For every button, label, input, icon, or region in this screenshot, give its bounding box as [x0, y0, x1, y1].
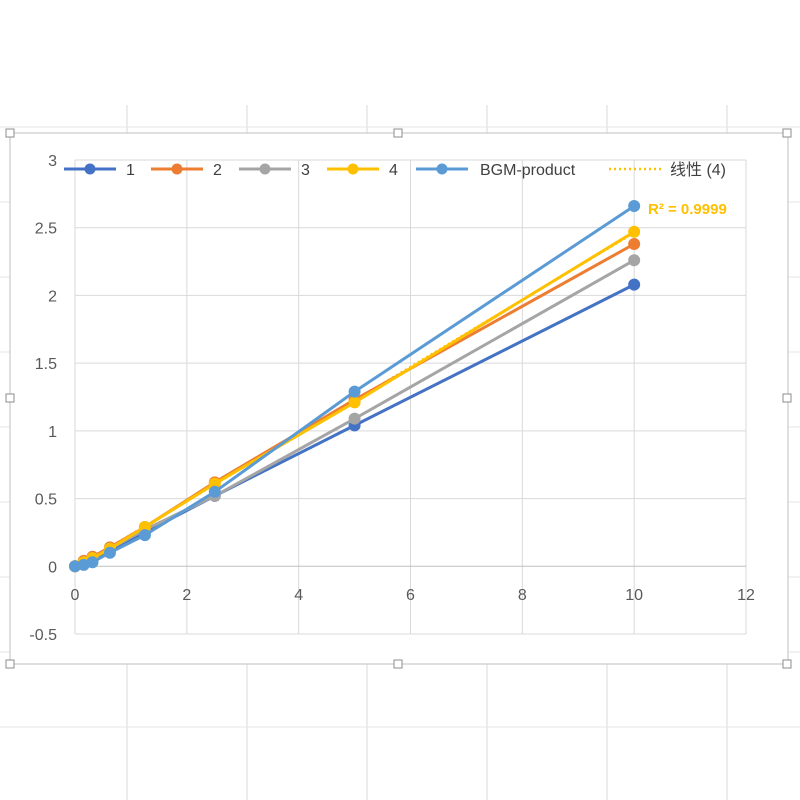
resize-handle[interactable] [5, 659, 15, 669]
legend-label: 4 [389, 162, 398, 179]
resize-handle[interactable] [393, 659, 403, 669]
y-tick-label: 0 [48, 559, 57, 576]
x-tick-label: 0 [71, 587, 80, 604]
y-tick-label: 2 [48, 288, 57, 305]
x-tick-label: 8 [518, 587, 527, 604]
resize-handle[interactable] [393, 128, 403, 138]
resize-handle[interactable] [5, 128, 15, 138]
data-point[interactable] [348, 385, 361, 398]
series-layer [69, 200, 641, 573]
legend-item[interactable]: BGM-product [416, 162, 576, 179]
legend-swatch-marker [171, 163, 183, 175]
y-tick-label: 2.5 [35, 221, 57, 238]
x-tick-label: 12 [737, 587, 755, 604]
data-point[interactable] [138, 529, 151, 542]
series-5[interactable] [69, 200, 641, 573]
x-tick-label: 10 [625, 587, 643, 604]
data-point[interactable] [628, 237, 641, 250]
x-tick-label: 4 [294, 587, 303, 604]
data-point[interactable] [208, 485, 221, 498]
legend-label: BGM-product [480, 162, 576, 179]
legend-item[interactable]: 线性 (4) [609, 161, 726, 179]
legend-swatch-marker [347, 163, 359, 175]
legend-item[interactable]: 4 [327, 162, 398, 179]
data-point[interactable] [628, 200, 641, 213]
legend[interactable]: 1 2 3 4 BGM-product 线性 (4) [64, 161, 726, 179]
legend-item[interactable]: 3 [239, 162, 310, 179]
legend-label: 2 [213, 162, 222, 179]
y-tick-label: 3 [48, 153, 57, 170]
x-tick-label: 2 [182, 587, 191, 604]
data-point[interactable] [348, 396, 361, 409]
y-tick-label: 0.5 [35, 492, 57, 509]
r-squared-label: R² = 0.9999 [648, 201, 727, 218]
legend-label: 线性 (4) [670, 161, 726, 179]
data-point[interactable] [103, 546, 116, 559]
y-tick-label: 1 [48, 424, 57, 441]
resize-handle[interactable] [5, 393, 15, 403]
data-point[interactable] [628, 225, 641, 238]
legend-item[interactable]: 1 [64, 162, 135, 179]
chart-area[interactable] [9, 132, 789, 665]
y-tick-label: 1.5 [35, 356, 57, 373]
data-point[interactable] [348, 412, 361, 425]
selection-handles[interactable] [5, 128, 792, 669]
legend-swatch-marker [436, 163, 448, 175]
x-tick-label: 6 [406, 587, 415, 604]
x-axis-ticks: 0 2 4 6 8 10 12 [71, 587, 755, 604]
resize-handle[interactable] [782, 659, 792, 669]
resize-handle[interactable] [782, 128, 792, 138]
data-point[interactable] [628, 254, 641, 267]
resize-handle[interactable] [782, 393, 792, 403]
legend-label: 3 [301, 162, 310, 179]
data-point[interactable] [628, 278, 641, 291]
legend-label: 1 [126, 162, 135, 179]
legend-swatch-marker [84, 163, 96, 175]
y-axis-ticks: -0.5 0 0.5 1 1.5 2 2.5 3 [29, 153, 57, 644]
legend-swatch-marker [259, 163, 271, 175]
data-point[interactable] [86, 556, 99, 569]
legend-item[interactable]: 2 [151, 162, 222, 179]
y-tick-label: -0.5 [29, 627, 57, 644]
